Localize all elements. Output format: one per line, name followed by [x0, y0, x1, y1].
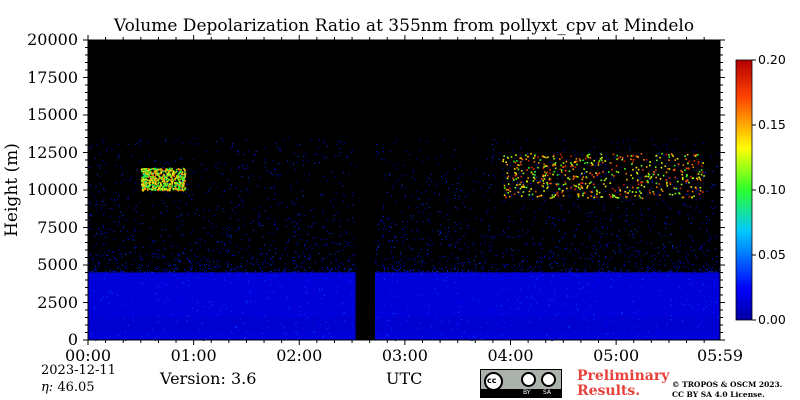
aerosol-cloud-layers	[88, 152, 721, 342]
y-tick-label: 17500	[27, 67, 78, 87]
colorbar-ticks	[752, 59, 756, 321]
y-tick-label: 0	[67, 330, 78, 349]
copyright-notice: © TROPOS & OSCM 2023. CC BY SA 4.0 Licen…	[672, 380, 782, 400]
eta-label: η: 46.05	[41, 380, 95, 395]
colorbar	[735, 59, 753, 321]
share-alike-icon	[541, 372, 556, 387]
y-tick-label: 7500	[37, 217, 78, 237]
attribution-icon	[521, 372, 536, 387]
x-tick-label: 02:00	[276, 346, 323, 365]
cc-logo-text: cc	[487, 376, 497, 385]
colorbar-tick-label: 0.10	[758, 182, 786, 197]
x-tick-label: 04:00	[487, 346, 534, 365]
eta-value: 46.05	[57, 380, 95, 395]
colorbar-tick-label: 0.20	[758, 52, 786, 67]
y-tick-label: 5000	[37, 255, 78, 274]
x-axis-ticks	[87, 35, 705, 345]
data-gap	[355, 40, 375, 340]
x-tick-label: 05:00	[593, 346, 640, 365]
copyright-line-2: CC BY SA 4.0 License.	[672, 390, 765, 399]
cc-sa-label: SA	[543, 389, 552, 396]
layer-cirrus-1	[140, 167, 187, 192]
colorbar-tick-label: 0.05	[758, 247, 786, 262]
colorbar-tick-label: 0.15	[758, 117, 786, 132]
y-tick-label: 15000	[27, 105, 78, 124]
preliminary-notice: Preliminary Results.	[577, 369, 669, 399]
layer-cirrus-2	[502, 152, 705, 200]
x-tick-label: 03:00	[381, 346, 428, 365]
layer-boundary-layer-0	[88, 272, 721, 342]
preliminary-line-1: Preliminary	[577, 368, 670, 384]
preliminary-line-2: Results.	[577, 383, 641, 399]
cc-badge-strip	[481, 389, 561, 397]
copyright-line-1: © TROPOS & OSCM 2023.	[672, 380, 783, 389]
y-tick-label: 2500	[37, 292, 78, 312]
y-tick-label: 12500	[27, 142, 78, 162]
x-tick-label: 01:00	[170, 346, 217, 365]
y-tick-label: 20000	[27, 30, 78, 49]
cc-license-badge: cc BY SA	[480, 369, 562, 398]
y-axis-ticks	[83, 39, 725, 341]
x-tick-label: 05:59	[696, 346, 744, 365]
chart-title: Volume Depolarization Ratio at 355nm fro…	[113, 16, 695, 36]
x-tick-label: 00:00	[64, 346, 112, 365]
y-tick-label: 10000	[27, 180, 78, 199]
cc-by-label: BY	[523, 389, 531, 396]
colorbar-tick-label: 0.00	[758, 312, 786, 327]
x-axis-label: UTC	[386, 369, 423, 388]
version-label: Version: 3.6	[160, 369, 257, 388]
eta-symbol: η:	[41, 380, 54, 395]
date-label: 2023-12-11	[41, 363, 116, 378]
